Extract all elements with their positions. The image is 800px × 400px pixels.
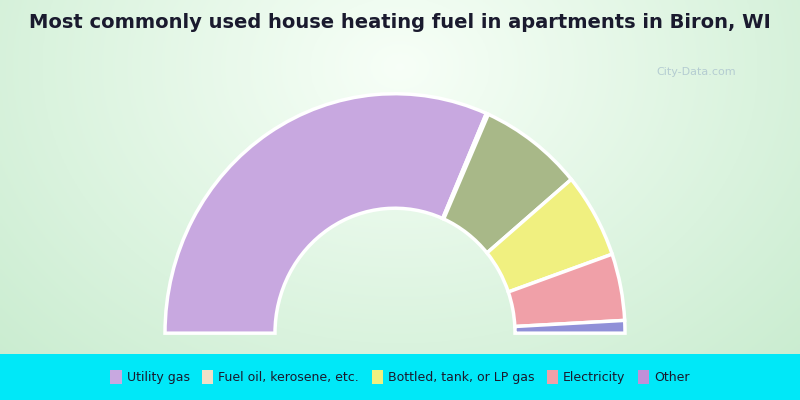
Wedge shape	[487, 179, 612, 292]
Wedge shape	[515, 320, 625, 333]
Text: Most commonly used house heating fuel in apartments in Biron, WI: Most commonly used house heating fuel in…	[29, 14, 771, 32]
Text: City-Data.com: City-Data.com	[656, 67, 736, 77]
Wedge shape	[165, 94, 486, 333]
Wedge shape	[442, 114, 488, 219]
Wedge shape	[508, 254, 625, 326]
Legend: Utility gas, Fuel oil, kerosene, etc., Bottled, tank, or LP gas, Electricity, Ot: Utility gas, Fuel oil, kerosene, etc., B…	[106, 365, 694, 389]
Wedge shape	[444, 114, 571, 253]
